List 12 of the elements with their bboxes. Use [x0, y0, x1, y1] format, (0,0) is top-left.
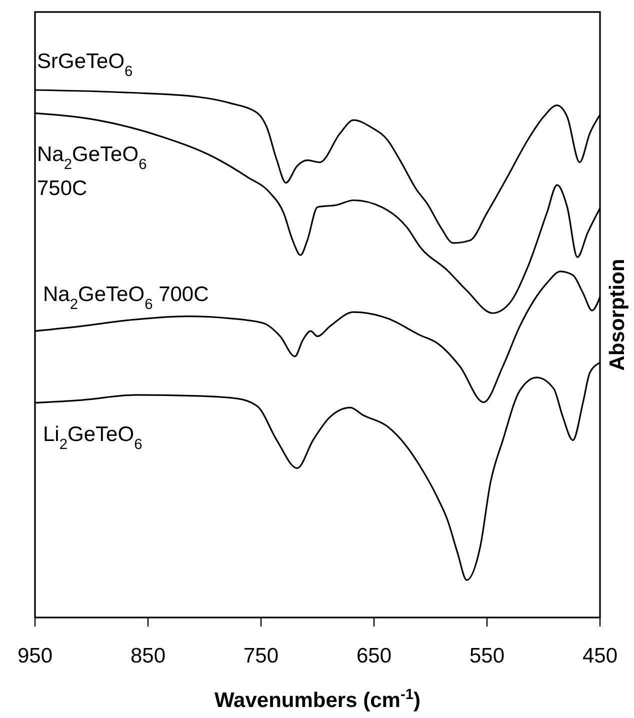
- x-tick-label: 750: [243, 644, 279, 668]
- y-axis-title: Absorption: [606, 258, 629, 371]
- series-label: Li$_{2}$GeTeO$_{6}$: [43, 422, 142, 453]
- x-tick-label: 450: [582, 644, 618, 668]
- series-label: SrGeTeO$_{6}$: [37, 50, 133, 80]
- x-tick-label: 850: [130, 644, 166, 668]
- x-tick-label: 950: [17, 644, 53, 668]
- x-axis-title: Wavenumbers (cm$^{-1}$): [214, 687, 421, 712]
- x-tick-label: 550: [469, 644, 505, 668]
- text: Na$_{2}$GeTeO$_{6}$ 750C: [37, 143, 147, 200]
- series-label: Na$_{2}$GeTeO$_{6}$ 700C: [43, 283, 209, 314]
- x-tick-label: 650: [356, 644, 392, 668]
